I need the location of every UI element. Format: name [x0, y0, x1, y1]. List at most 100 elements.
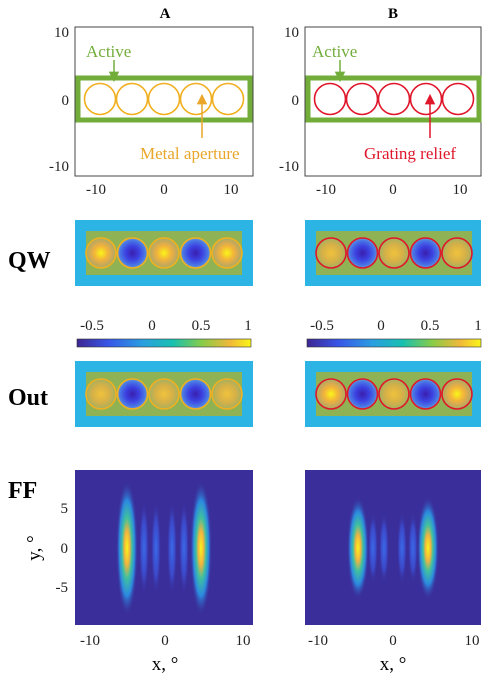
out-field-b	[305, 361, 481, 427]
y-tick: 10	[54, 25, 69, 41]
farfield-panel-a: 5 0 -5 -10 0 10 x, ° y, °	[24, 470, 253, 675]
aperture-ring	[378, 378, 410, 410]
x-tick: -10	[80, 633, 100, 649]
x-tick: -10	[316, 182, 336, 198]
active-label: Active	[312, 42, 357, 61]
aperture-ring	[346, 237, 379, 269]
sidelobe	[408, 511, 418, 585]
y-tick: 5	[61, 501, 69, 517]
out-field-a	[75, 361, 253, 427]
main-lobe	[347, 496, 369, 600]
positive-lobe	[149, 238, 179, 268]
negative-lobe	[117, 238, 148, 268]
out-mode-lobes	[85, 378, 243, 410]
positive-lobe	[316, 238, 346, 268]
row-label-out: Out	[8, 385, 48, 411]
y-axis-label: y, °	[24, 535, 45, 560]
aperture-ring	[179, 378, 212, 410]
aperture-ring	[179, 82, 213, 116]
sidelobe	[151, 500, 161, 596]
active-region-box	[75, 75, 253, 123]
x-tick: -10	[86, 182, 106, 198]
x-tick: 10	[453, 182, 468, 198]
colorbar-tick: 0.5	[421, 318, 440, 334]
qw-field-a	[75, 220, 253, 286]
positive-lobe	[379, 238, 409, 268]
out-mode-lobes	[315, 378, 473, 410]
qw-mode-lobes	[85, 237, 243, 269]
panel-a-axes-box	[74, 26, 254, 177]
aperture-ring	[83, 82, 117, 116]
x-tick: 10	[224, 182, 239, 198]
x-tick: 10	[236, 633, 251, 649]
colorbar-a: -0.5 0 0.5 1	[76, 318, 252, 348]
aperture-ring	[378, 237, 410, 269]
aperture-ring	[409, 82, 443, 116]
aperture-ring	[211, 237, 243, 269]
positive-lobe	[442, 238, 472, 268]
aperture-ring	[85, 378, 117, 410]
aperture-ring	[345, 82, 379, 116]
colorbar-tick: 1	[244, 318, 252, 334]
positive-lobe	[379, 379, 409, 409]
farfield-panel-b: -10 0 10 x, °	[305, 470, 481, 675]
colorbar-tick: 1	[474, 318, 482, 334]
y-tick: 0	[292, 93, 300, 109]
sidelobe	[379, 511, 389, 585]
y-tick: 10	[284, 25, 299, 41]
y-tick: 0	[62, 93, 70, 109]
aperture-ring	[441, 378, 473, 410]
aperture-ring	[346, 378, 379, 410]
colorbar-b: -0.5 0 0.5 1	[306, 318, 482, 348]
x-tick: 10	[465, 633, 480, 649]
x-tick: 0	[389, 633, 397, 649]
sidelobe	[397, 511, 407, 585]
sidelobe	[167, 500, 177, 596]
negative-lobe	[180, 238, 211, 268]
active-label: Active	[86, 42, 131, 61]
x-tick: 0	[161, 633, 169, 649]
y-tick: -10	[49, 159, 69, 175]
ff-lobes	[347, 496, 439, 600]
column-a-label: A	[160, 6, 171, 22]
ff-background	[305, 470, 481, 625]
sidelobe	[368, 511, 378, 585]
aperture-ring	[315, 237, 347, 269]
geometry-panel-a: 10 0 -10 -10 0 10 Active Metal aperture	[49, 25, 254, 198]
active-region-box	[305, 75, 482, 123]
aperture-ring	[409, 237, 442, 269]
aperture-ring	[148, 378, 180, 410]
ff-lobes	[116, 480, 212, 616]
qw-field-b	[305, 220, 481, 286]
sidelobe	[139, 500, 149, 596]
aperture-ring	[116, 378, 149, 410]
colorbar-tick: 0	[148, 318, 156, 334]
x-tick: 0	[389, 182, 397, 198]
aperture-annotation: Metal aperture	[140, 144, 240, 163]
colorbar-tick: 0	[377, 318, 385, 334]
geometry-panel-b: 10 0 -10 -10 0 10 Active Grating relief	[279, 25, 482, 198]
aperture-ring	[116, 237, 149, 269]
negative-lobe	[410, 379, 441, 409]
qw-mode-lobes	[315, 237, 473, 269]
aperture-ring	[441, 82, 475, 116]
main-lobe	[116, 480, 138, 616]
aperture-ring	[85, 237, 117, 269]
colorbar-tick: 0.5	[192, 318, 211, 334]
aperture-ring	[211, 378, 243, 410]
colorbar-gradient	[76, 338, 252, 348]
grating-rings	[313, 82, 475, 116]
colorbar-tick: -0.5	[80, 318, 104, 334]
negative-lobe	[117, 379, 148, 409]
aperture-ring	[147, 82, 181, 116]
aperture-ring	[377, 82, 411, 116]
x-tick: 0	[160, 182, 168, 198]
aperture-ring	[313, 82, 347, 116]
aperture-ring	[211, 82, 245, 116]
x-tick: -10	[308, 633, 328, 649]
row-label-ff: FF	[8, 478, 37, 504]
sidelobe	[179, 500, 189, 596]
y-tick: -10	[279, 159, 299, 175]
negative-lobe	[347, 379, 378, 409]
colorbar-tick: -0.5	[310, 318, 334, 334]
